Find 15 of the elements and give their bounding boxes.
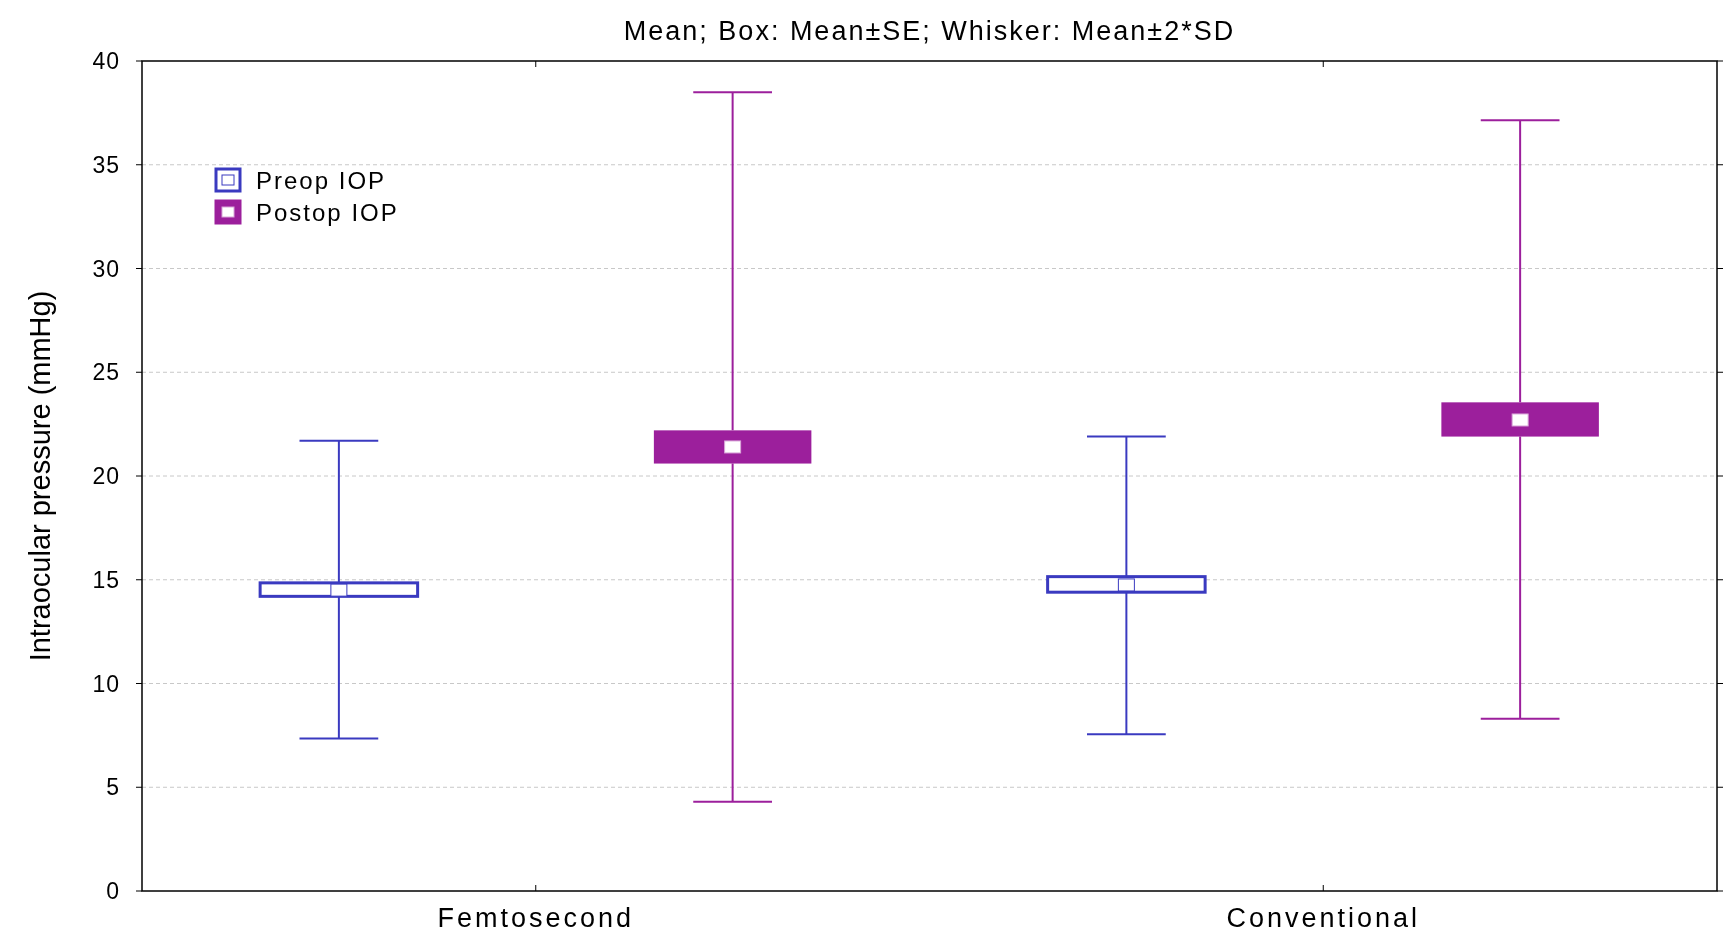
y-tick-label: 10: [92, 670, 120, 697]
chart-title: Mean; Box: Mean±SE; Whisker: Mean±2*SD: [623, 16, 1236, 46]
y-tick-label: 40: [92, 48, 120, 75]
y-tick-label: 25: [92, 359, 120, 386]
legend-label: Preop IOP: [256, 167, 387, 195]
x-tick-label: Femtosecond: [437, 903, 635, 933]
y-tick-label: 5: [106, 774, 120, 801]
y-axis-title: Intraocular pressure (mmHg): [24, 290, 56, 662]
legend-label: Postop IOP: [256, 199, 399, 227]
y-tick-label: 0: [106, 878, 120, 905]
y-tick-label: 20: [92, 463, 120, 490]
y-tick-label: 15: [92, 566, 120, 593]
y-tick-label: 35: [92, 151, 120, 178]
x-tick-label: Conventional: [1226, 903, 1421, 933]
y-tick-label: 30: [92, 255, 120, 282]
